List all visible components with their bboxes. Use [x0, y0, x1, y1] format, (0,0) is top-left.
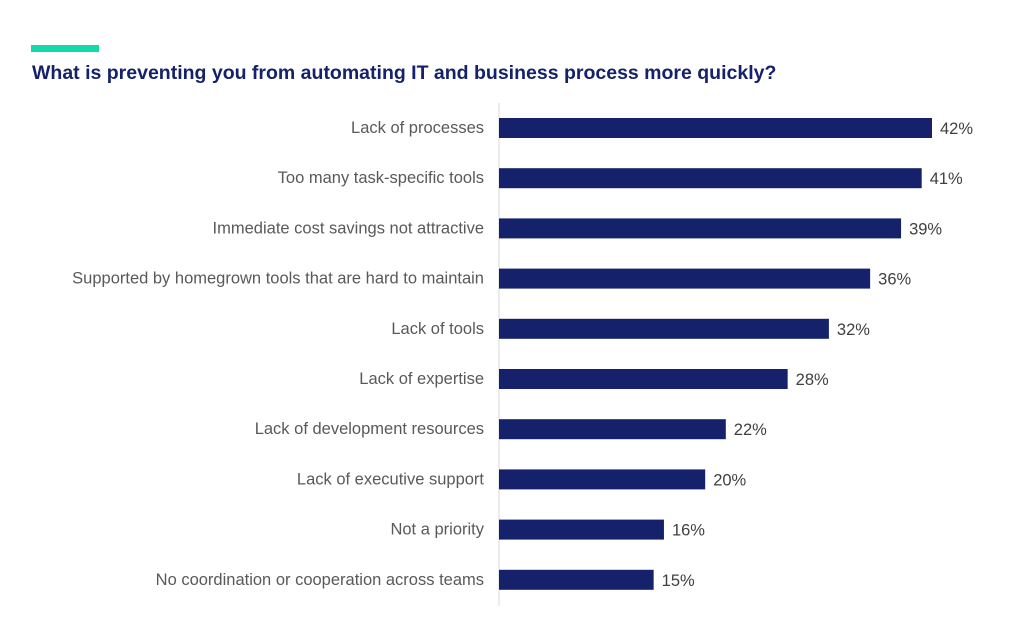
- bar: [499, 519, 664, 540]
- category-label: Lack of executive support: [297, 470, 485, 488]
- category-label: Lack of expertise: [359, 370, 484, 388]
- bar: [499, 569, 654, 590]
- bar: [499, 419, 726, 440]
- bar: [499, 469, 706, 490]
- value-labels-group: 42% 41% 39% 36% 32% 28% 22% 20% 16% 15%: [662, 120, 974, 590]
- category-label: Not a priority: [390, 521, 484, 539]
- category-labels-group: Lack of processes Too many task-specific …: [72, 119, 485, 589]
- category-label: Immediate cost savings not attractive: [213, 219, 484, 237]
- bar: [499, 118, 932, 138]
- category-label: Supported by homegrown tools that are ha…: [72, 270, 484, 288]
- bar: [499, 168, 922, 189]
- category-label: Lack of processes: [351, 119, 484, 137]
- value-label: 28%: [796, 371, 829, 389]
- value-label: 41%: [930, 170, 963, 188]
- category-label: Too many task-specific tools: [278, 169, 484, 187]
- value-label: 39%: [909, 220, 942, 238]
- value-label: 20%: [713, 471, 746, 489]
- bar: [499, 268, 871, 289]
- category-label: No coordination or cooperation across te…: [156, 571, 484, 589]
- value-label: 42%: [940, 120, 973, 138]
- bar: [499, 218, 902, 239]
- value-label: 15%: [662, 572, 695, 590]
- bars-group: [499, 118, 932, 590]
- chart-title: What is preventing you from automating I…: [32, 62, 777, 84]
- bar: [499, 369, 788, 389]
- title-accent-bar: [31, 45, 99, 52]
- value-label: 16%: [672, 522, 705, 540]
- value-label: 36%: [878, 271, 911, 289]
- value-label: 22%: [734, 421, 767, 439]
- category-label: Lack of development resources: [255, 420, 484, 438]
- bar: [499, 318, 829, 339]
- category-label: Lack of tools: [391, 320, 484, 338]
- value-label: 32%: [837, 321, 870, 339]
